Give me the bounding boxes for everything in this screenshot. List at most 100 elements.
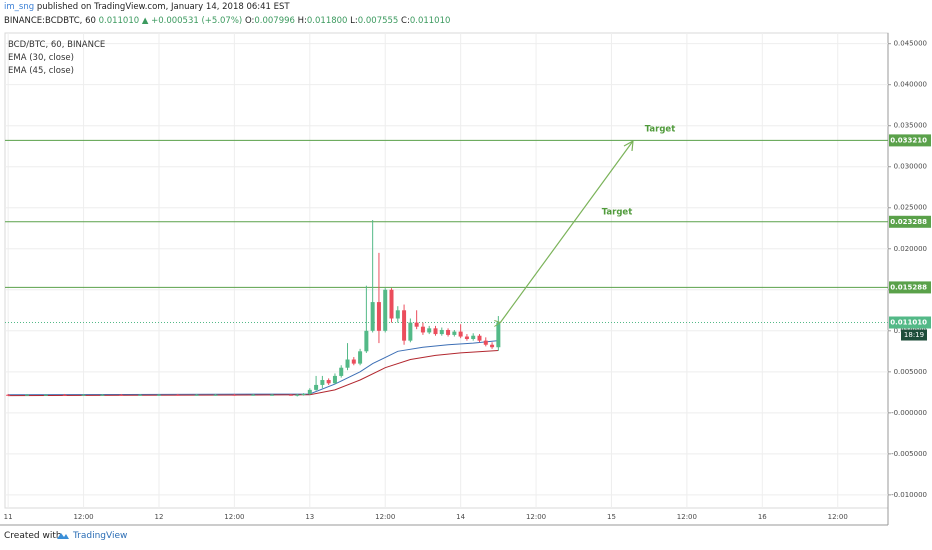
level-label: 0.033210 xyxy=(890,136,927,144)
y-tick-label: 0.005000 xyxy=(894,368,927,376)
quote-line: BINANCE:BCDBTC, 60 0.011010 ▲ +0.000531 … xyxy=(4,16,450,26)
x-tick-label: 12:00 xyxy=(224,513,244,521)
candle-body xyxy=(156,394,161,396)
annotation: Target xyxy=(645,125,676,135)
candle-body xyxy=(483,340,488,345)
change: ▲ +0.000531 (+5.07%) xyxy=(141,16,243,26)
candle-body xyxy=(433,328,438,335)
candle-body xyxy=(490,344,495,348)
level-label: 0.015288 xyxy=(890,283,927,291)
candle-body xyxy=(402,310,407,341)
candle-body xyxy=(43,394,48,396)
x-tick-label: 12:00 xyxy=(73,513,93,521)
x-tick-label: 12:00 xyxy=(828,513,848,521)
legend-entry: BCD/BTC, 60, BINANCE xyxy=(8,40,106,50)
candle-body xyxy=(24,394,29,396)
y-tick-label: 0.045000 xyxy=(894,40,927,48)
candle-body xyxy=(420,326,425,333)
candle-body xyxy=(408,322,413,341)
candle-body xyxy=(332,375,337,384)
candle-body xyxy=(345,359,350,368)
published: published on TradingView.com, January 14… xyxy=(36,2,290,12)
candle-body xyxy=(464,336,469,340)
candle-body xyxy=(6,394,11,396)
candle-body xyxy=(358,351,363,364)
candle-body xyxy=(471,335,476,340)
created-with: Created with xyxy=(4,531,62,541)
ohlc-value: 0.011800 xyxy=(306,16,348,26)
candle-body xyxy=(194,394,199,396)
y-tick-label: -0.005000 xyxy=(891,450,927,458)
y-tick-label: 0.020000 xyxy=(894,245,927,253)
candle-body xyxy=(100,394,105,396)
candle-body xyxy=(383,289,388,331)
candle-body xyxy=(314,384,319,390)
y-tick-label: 0.030000 xyxy=(894,163,927,171)
ohlc-value: 0.007996 xyxy=(254,16,295,26)
candle-body xyxy=(320,380,325,385)
logo xyxy=(57,533,69,539)
candle-body xyxy=(307,389,312,394)
candle-body xyxy=(251,394,256,396)
candle-body xyxy=(452,331,457,335)
ohlc-label: O: xyxy=(244,16,255,26)
y-tick-label: -0.000000 xyxy=(891,409,927,417)
candle-body xyxy=(213,394,218,396)
candle-body xyxy=(301,393,306,395)
candle-body xyxy=(477,335,482,341)
candle-body xyxy=(339,367,344,376)
author[interactable]: im_sng xyxy=(4,2,35,12)
arrow-head xyxy=(623,140,634,152)
arrow-tail xyxy=(494,320,502,327)
y-tick-label: 0.025000 xyxy=(894,204,927,212)
candle-body xyxy=(496,322,501,348)
legend-entry: EMA (45, close) xyxy=(8,66,74,76)
candle-body xyxy=(175,394,180,396)
candle-body xyxy=(119,394,124,396)
candle-body xyxy=(138,394,143,396)
candle-body xyxy=(326,380,331,384)
price-tag xyxy=(889,316,931,329)
y-tick-label: 0.040000 xyxy=(894,81,927,89)
candle-body xyxy=(414,322,419,327)
time-tag xyxy=(901,329,927,341)
y-tick-label: 0.035000 xyxy=(894,122,927,130)
publish-line: im_sng published on TradingView.com, Jan… xyxy=(4,2,290,12)
candle-body xyxy=(389,289,394,319)
level-tag xyxy=(889,134,931,147)
y-tick-label: -0.010000 xyxy=(891,491,927,499)
x-tick-label: 12:00 xyxy=(526,513,546,521)
ohlc-label: C: xyxy=(401,16,410,26)
candle-body xyxy=(62,394,67,396)
level-tag xyxy=(889,281,931,294)
candle-body xyxy=(439,329,444,335)
last: 0.011010 xyxy=(98,16,140,26)
x-tick-label: 15 xyxy=(607,513,616,521)
brand[interactable]: TradingView xyxy=(73,531,128,541)
candle-body xyxy=(370,302,375,331)
candle-body xyxy=(364,330,369,352)
annotation: Target xyxy=(602,208,633,218)
time-label: 18:19 xyxy=(904,331,924,339)
x-tick-label: 11 xyxy=(4,513,13,521)
x-tick-label: 14 xyxy=(456,513,465,521)
candle-body xyxy=(446,329,451,335)
candle-body xyxy=(351,359,356,364)
x-tick-label: 12:00 xyxy=(677,513,697,521)
arrow xyxy=(499,140,634,323)
plot-frame xyxy=(4,32,889,509)
candle-body xyxy=(232,394,237,396)
price-label: 0.011010 xyxy=(890,319,927,327)
x-tick-label: 12:00 xyxy=(375,513,395,521)
x-tick-label: 13 xyxy=(305,513,314,521)
ohlc-value: 0.011010 xyxy=(409,16,451,26)
candle-body xyxy=(295,394,300,396)
ema-line xyxy=(8,340,499,396)
level-label: 0.023288 xyxy=(890,218,927,226)
ohlc-label: L: xyxy=(350,16,358,26)
candle-body xyxy=(81,394,86,396)
ohlc-value: 0.007555 xyxy=(357,16,399,26)
candle-body xyxy=(376,302,381,331)
